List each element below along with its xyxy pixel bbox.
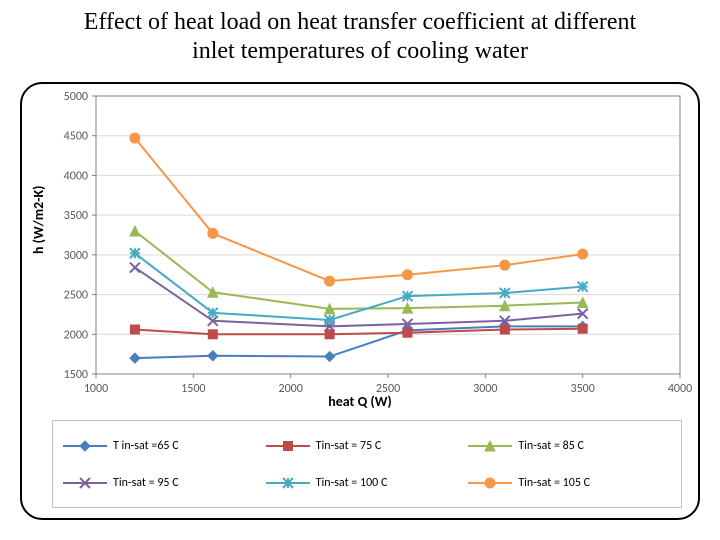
legend-item: Tin-sat = 85 C	[468, 438, 671, 454]
svg-text:4500: 4500	[64, 130, 88, 144]
legend-label: Tin-sat = 100 C	[316, 476, 388, 490]
slide: Effect of heat load on heat transfer coe…	[0, 0, 720, 540]
legend-label: Tin-sat = 95 C	[113, 476, 179, 490]
legend-label: Tin-sat = 105 C	[518, 476, 590, 490]
svg-text:1500: 1500	[64, 368, 88, 382]
legend-swatch	[63, 475, 107, 491]
legend-swatch	[266, 475, 310, 491]
legend-item: Tin-sat = 75 C	[266, 438, 469, 454]
legend-item: Tin-sat = 95 C	[63, 475, 266, 491]
chart-legend: T in-sat =65 C Tin-sat = 75 C Tin-sat = 85…	[52, 420, 682, 508]
legend-swatch	[266, 438, 310, 454]
chart-card: h (W/m2-K) 15002000250030003500400045005…	[20, 82, 700, 520]
x-axis-label: heat Q (W)	[22, 393, 698, 410]
legend-item: T in-sat =65 C	[63, 438, 266, 454]
svg-text:3500: 3500	[64, 209, 88, 223]
svg-text:3000: 3000	[64, 249, 88, 263]
svg-text:4000: 4000	[64, 169, 88, 183]
svg-text:2000: 2000	[64, 328, 88, 342]
legend-swatch	[468, 438, 512, 454]
svg-text:2500: 2500	[64, 289, 88, 303]
legend-label: T in-sat =65 C	[113, 439, 179, 453]
legend-item: Tin-sat = 105 C	[468, 475, 671, 491]
legend-item: Tin-sat = 100 C	[266, 475, 469, 491]
svg-text:5000: 5000	[64, 90, 88, 104]
chart-title: Effect of heat load on heat transfer coe…	[60, 8, 660, 66]
legend-swatch	[63, 438, 107, 454]
legend-swatch	[468, 475, 512, 491]
legend-label: Tin-sat = 85 C	[518, 439, 584, 453]
legend-label: Tin-sat = 75 C	[316, 439, 382, 453]
chart-plot: 1500200025003000350040004500500010001500…	[22, 84, 698, 404]
